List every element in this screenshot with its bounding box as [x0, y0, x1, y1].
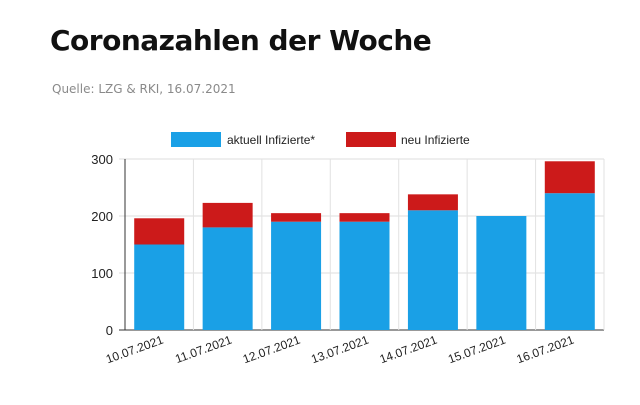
bar-segment — [339, 221, 390, 330]
x-tick-label: 13.07.2021 — [309, 333, 371, 367]
bar-segment — [476, 216, 527, 330]
bar-segment — [271, 213, 322, 222]
chart-bars — [134, 161, 595, 330]
x-tick-label: 14.07.2021 — [378, 333, 440, 367]
legend-label: neu Infizierte — [401, 133, 470, 147]
bar-segment — [544, 193, 595, 330]
bar-segment — [202, 227, 253, 330]
y-tick-label: 200 — [91, 209, 113, 224]
page-title: Coronazahlen der Woche — [50, 24, 432, 57]
bar-segment — [407, 194, 458, 211]
bar-segment — [202, 202, 253, 228]
bar-segment — [271, 221, 322, 330]
chart-legend: aktuell Infizierte* neu Infizierte — [171, 132, 470, 147]
x-tick-label: 16.07.2021 — [515, 333, 577, 367]
bar-segment — [544, 161, 595, 194]
bar-segment — [134, 244, 185, 330]
x-axis: 10.07.2021 11.07.2021 12.07.2021 13.07.2021… — [104, 333, 576, 367]
x-tick-label: 11.07.2021 — [173, 333, 234, 367]
y-tick-label: 100 — [91, 266, 113, 281]
x-tick-label: 12.07.2021 — [241, 333, 303, 367]
y-tick-label: 0 — [106, 323, 113, 338]
y-axis: 0 100 200 300 — [91, 152, 113, 338]
y-tick-label: 300 — [91, 152, 113, 167]
source-note: Quelle: LZG & RKI, 16.07.2021 — [52, 82, 236, 96]
legend-label: aktuell Infizierte* — [227, 133, 315, 147]
legend-swatch — [346, 132, 396, 147]
bar-segment — [134, 218, 185, 245]
x-tick-label: 10.07.2021 — [104, 333, 166, 367]
x-tick-label: 15.07.2021 — [446, 333, 508, 367]
bar-segment — [339, 213, 390, 222]
legend-swatch — [171, 132, 221, 147]
bar-segment — [407, 210, 458, 330]
